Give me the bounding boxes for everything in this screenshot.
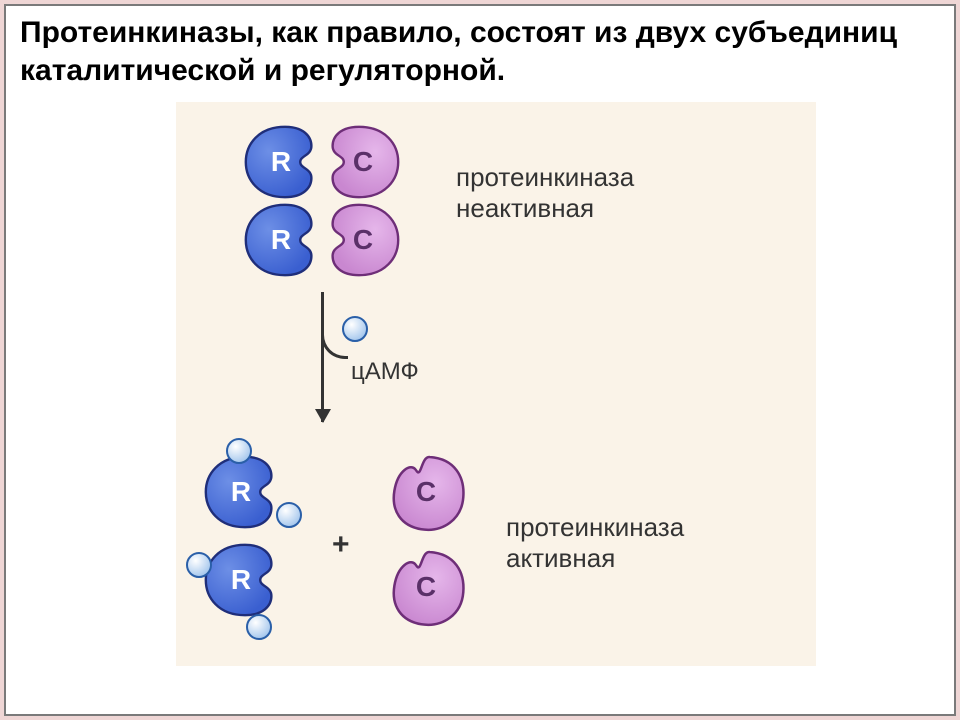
subunit-C: C	[381, 547, 471, 627]
subunit-C: C	[318, 122, 408, 202]
slide-panel: Протеинкиназы, как правило, состоят из д…	[4, 4, 956, 716]
camp-molecule	[342, 316, 368, 342]
slide-background: Протеинкиназы, как правило, состоят из д…	[0, 0, 960, 720]
subunit-R: R	[236, 122, 326, 202]
camp-label: цАМФ	[351, 358, 419, 387]
diagram: R R C	[176, 102, 816, 666]
subunit-R: R	[196, 540, 286, 620]
camp-bound	[186, 552, 212, 578]
subunit-R-label: R	[271, 146, 291, 178]
reaction-arrow	[321, 292, 324, 422]
plus-sign: +	[332, 528, 350, 562]
subunit-R: R	[196, 452, 286, 532]
label-inactive: протеинкиназа неактивная	[456, 162, 634, 224]
subunit-C: C	[318, 200, 408, 280]
slide-title: Протеинкиназы, как правило, состоят из д…	[20, 14, 940, 89]
subunit-C-label: C	[416, 476, 436, 508]
subunit-C-label: C	[353, 224, 373, 256]
camp-bound	[226, 438, 252, 464]
subunit-R-label: R	[231, 564, 251, 596]
subunit-C-label: C	[353, 146, 373, 178]
subunit-R-label: R	[271, 224, 291, 256]
subunit-R-label: R	[231, 476, 251, 508]
camp-bound	[246, 614, 272, 640]
subunit-C: C	[381, 452, 471, 532]
camp-bound	[276, 502, 302, 528]
subunit-R: R	[236, 200, 326, 280]
subunit-C-label: C	[416, 571, 436, 603]
label-active: протеинкиназа активная	[506, 512, 684, 574]
